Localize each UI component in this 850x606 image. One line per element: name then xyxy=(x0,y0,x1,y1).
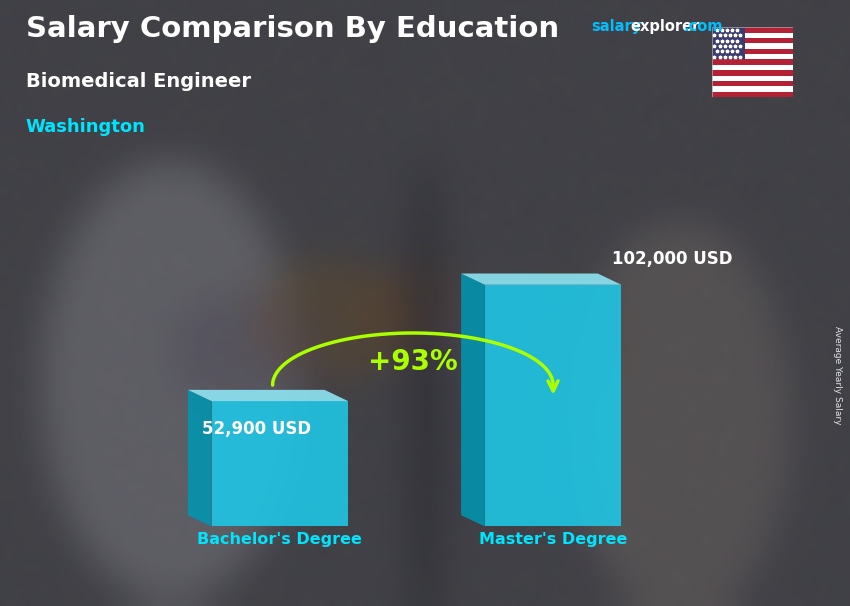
Bar xyxy=(712,59,793,65)
Text: Washington: Washington xyxy=(26,118,145,136)
Text: explorer: explorer xyxy=(631,19,700,35)
Text: 52,900 USD: 52,900 USD xyxy=(202,420,312,438)
Text: .com: .com xyxy=(683,19,722,35)
Polygon shape xyxy=(484,285,621,527)
Bar xyxy=(712,48,793,54)
Polygon shape xyxy=(461,273,484,527)
Bar xyxy=(712,92,793,97)
Bar xyxy=(712,76,793,81)
Text: Salary Comparison By Education: Salary Comparison By Education xyxy=(26,15,558,43)
Text: Master's Degree: Master's Degree xyxy=(479,532,627,547)
Text: 102,000 USD: 102,000 USD xyxy=(612,250,733,268)
Polygon shape xyxy=(461,273,621,285)
Bar xyxy=(712,65,793,70)
Bar xyxy=(712,38,793,44)
Bar xyxy=(712,54,793,59)
Bar xyxy=(712,27,745,59)
Polygon shape xyxy=(212,401,348,527)
Polygon shape xyxy=(188,390,212,527)
Bar xyxy=(712,70,793,76)
Bar xyxy=(712,33,793,38)
Bar xyxy=(712,86,793,92)
Bar xyxy=(712,27,793,33)
Text: Bachelor's Degree: Bachelor's Degree xyxy=(197,532,362,547)
Bar xyxy=(712,44,793,48)
Text: salary: salary xyxy=(591,19,641,35)
Text: Biomedical Engineer: Biomedical Engineer xyxy=(26,72,251,90)
Bar xyxy=(712,81,793,86)
Polygon shape xyxy=(188,390,348,401)
Text: Average Yearly Salary: Average Yearly Salary xyxy=(833,327,842,425)
Text: +93%: +93% xyxy=(368,348,458,376)
